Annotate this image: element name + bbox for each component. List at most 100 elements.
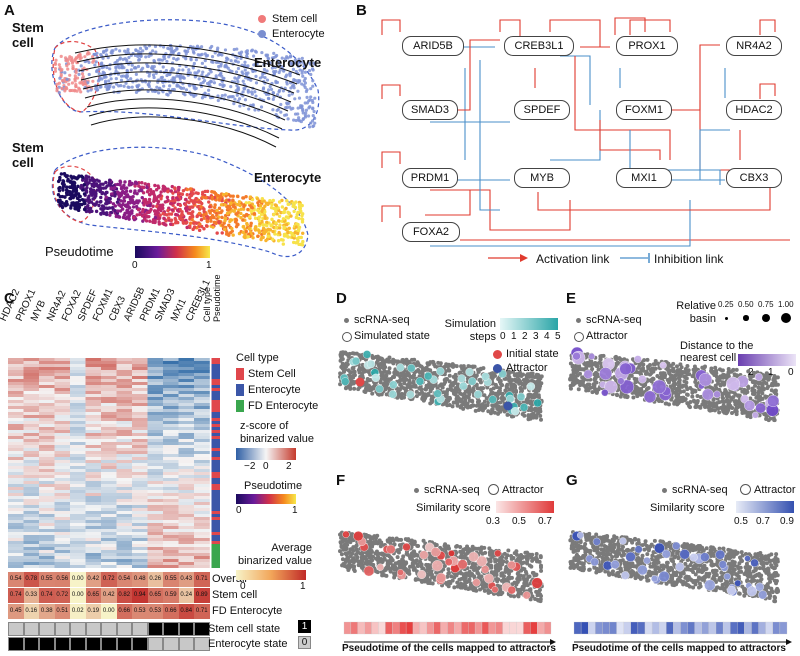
panel-d-letter: D: [336, 290, 347, 307]
panel-g-letter: G: [566, 472, 578, 489]
d-scrnaseq-label: scRNA-seq: [354, 314, 410, 326]
avg-cell: 0.00: [101, 604, 117, 619]
panel-a-plot: [51, 19, 320, 258]
state-cell: [23, 622, 39, 636]
avg-cell: 0.65: [147, 588, 163, 603]
zscore-colorbar: [236, 448, 296, 460]
f-tick-03: 0.3: [486, 516, 500, 527]
d-simsteps-title: Simulation steps: [444, 318, 496, 343]
e-att-dot: [574, 332, 584, 342]
avg-cell: 0.43: [178, 572, 194, 587]
avg-cell: 0.26: [147, 572, 163, 587]
celltype-legend-title: Cell type: [236, 352, 279, 364]
gene-node-prdm1: PRDM1: [402, 168, 458, 188]
gene-node-myb: MYB: [514, 168, 570, 188]
avg-cell: 0.82: [116, 588, 132, 603]
avg-tick-0: 0: [240, 581, 246, 592]
binarized-heatmap: [8, 358, 220, 568]
c-pseudotime-title: Pseudotime: [244, 480, 303, 492]
avg-cell: 0.66: [116, 604, 132, 619]
state-cell: [116, 622, 132, 636]
avg-cell: 0.94: [132, 588, 148, 603]
activation-legend-label: Activation link: [536, 252, 610, 266]
avg-cell: 0.45: [8, 604, 24, 619]
f-sc-dot: [414, 488, 419, 493]
avg-cell: 0.19: [85, 604, 101, 619]
initial-state-dot: [493, 350, 502, 359]
d-sim-dot: [342, 332, 352, 342]
avg-cell: 0.42: [85, 572, 101, 587]
gene-node-arid5b: ARID5B: [402, 36, 464, 56]
e-attractor-label: Attractor: [586, 330, 628, 342]
basin-tick: 0.75: [758, 300, 774, 309]
state-cell: [116, 637, 132, 651]
enterocyte-legend-label: Enterocyte: [272, 28, 325, 40]
avg-cell: 0.54: [8, 572, 24, 587]
state-cell: [70, 637, 86, 651]
extra-col-label: Cell type: [202, 286, 212, 322]
pseudotime-min: 0: [132, 260, 138, 271]
state-cell: [101, 622, 117, 636]
g-scrnaseq-label: scRNA-seq: [672, 484, 728, 496]
sim-step-tick: 2: [522, 331, 528, 342]
avg-tick-1: 1: [300, 581, 306, 592]
state-cell: [178, 637, 194, 651]
g-axis-label: Pseudotime of the cells mapped to attrac…: [572, 643, 786, 654]
avg-cell: 0.56: [54, 572, 70, 587]
gene-node-smad3: SMAD3: [402, 100, 458, 120]
dist-tick-2: 2: [748, 367, 754, 378]
gene-node-foxa2: FOXA2: [402, 222, 460, 242]
panel-a-letter: A: [4, 2, 15, 19]
zscore-tick-pos: 2: [286, 461, 292, 472]
zscore-legend-title: z-score of binarized value: [240, 420, 314, 445]
avg-cell: 0.84: [178, 604, 194, 619]
f-tick-07: 0.7: [538, 516, 552, 527]
gene-node-creb3l1: CREB3L1: [504, 36, 574, 56]
avg-row-label: Stem cell: [212, 589, 258, 601]
state-cell: [54, 637, 70, 651]
g-tick-05: 0.5: [734, 516, 748, 527]
celltype-swatch: [236, 384, 244, 396]
avg-cell: 0.89: [194, 588, 210, 603]
state-cell: [163, 637, 179, 651]
pseudotime-max: 1: [206, 260, 212, 271]
zscore-tick-zero: 0: [263, 461, 269, 472]
f-similarity-title: Similarity score: [416, 502, 491, 514]
c-pseudotime-colorbar: [236, 494, 296, 504]
state-cell: [147, 622, 163, 636]
enterocyte-label-bottom: Enterocyte: [254, 170, 322, 185]
avg-cell: 0.55: [163, 572, 179, 587]
avg-cell: 0.55: [39, 572, 55, 587]
avg-cell: 0.74: [39, 588, 55, 603]
state-key-zero: 0: [298, 636, 311, 649]
avg-cell: 0.48: [132, 572, 148, 587]
c-pt-tick-0: 0: [236, 505, 242, 516]
panel-e-letter: E: [566, 290, 577, 307]
state-key-one: 1: [298, 620, 311, 633]
basin-size-dot: [743, 315, 749, 321]
state-cell: [194, 622, 210, 636]
panel-e-scatter: [568, 346, 780, 423]
state-row-label: Stem cell state: [208, 623, 281, 635]
celltype-swatch: [236, 368, 244, 380]
stem-cell-label-bottom: Stem cell: [12, 140, 44, 170]
f-attractor-label: Attractor: [502, 484, 544, 496]
f-att-dot: [488, 484, 499, 495]
avg-cell: 0.53: [147, 604, 163, 619]
zscore-tick-neg: −2: [244, 461, 256, 472]
avg-row-label: FD Enterocyte: [212, 605, 283, 617]
g-sc-dot: [662, 488, 667, 493]
stem-cell-label-top: Stem cell: [12, 20, 44, 50]
g-att-dot: [740, 484, 751, 495]
pseudotime-colorbar: [135, 246, 210, 258]
stem-legend-label: Stem cell: [272, 13, 318, 25]
state-cell: [101, 637, 117, 651]
d-sc-dot: [344, 318, 349, 323]
f-scrnaseq-label: scRNA-seq: [424, 484, 480, 496]
c-pt-tick-1: 1: [292, 505, 298, 516]
celltype-swatch: [236, 400, 244, 412]
state-cell: [178, 622, 194, 636]
avg-cell: 0.59: [163, 588, 179, 603]
attractor-dot: [493, 364, 502, 373]
f-axis-label: Pseudotime of the cells mapped to attrac…: [342, 643, 556, 654]
